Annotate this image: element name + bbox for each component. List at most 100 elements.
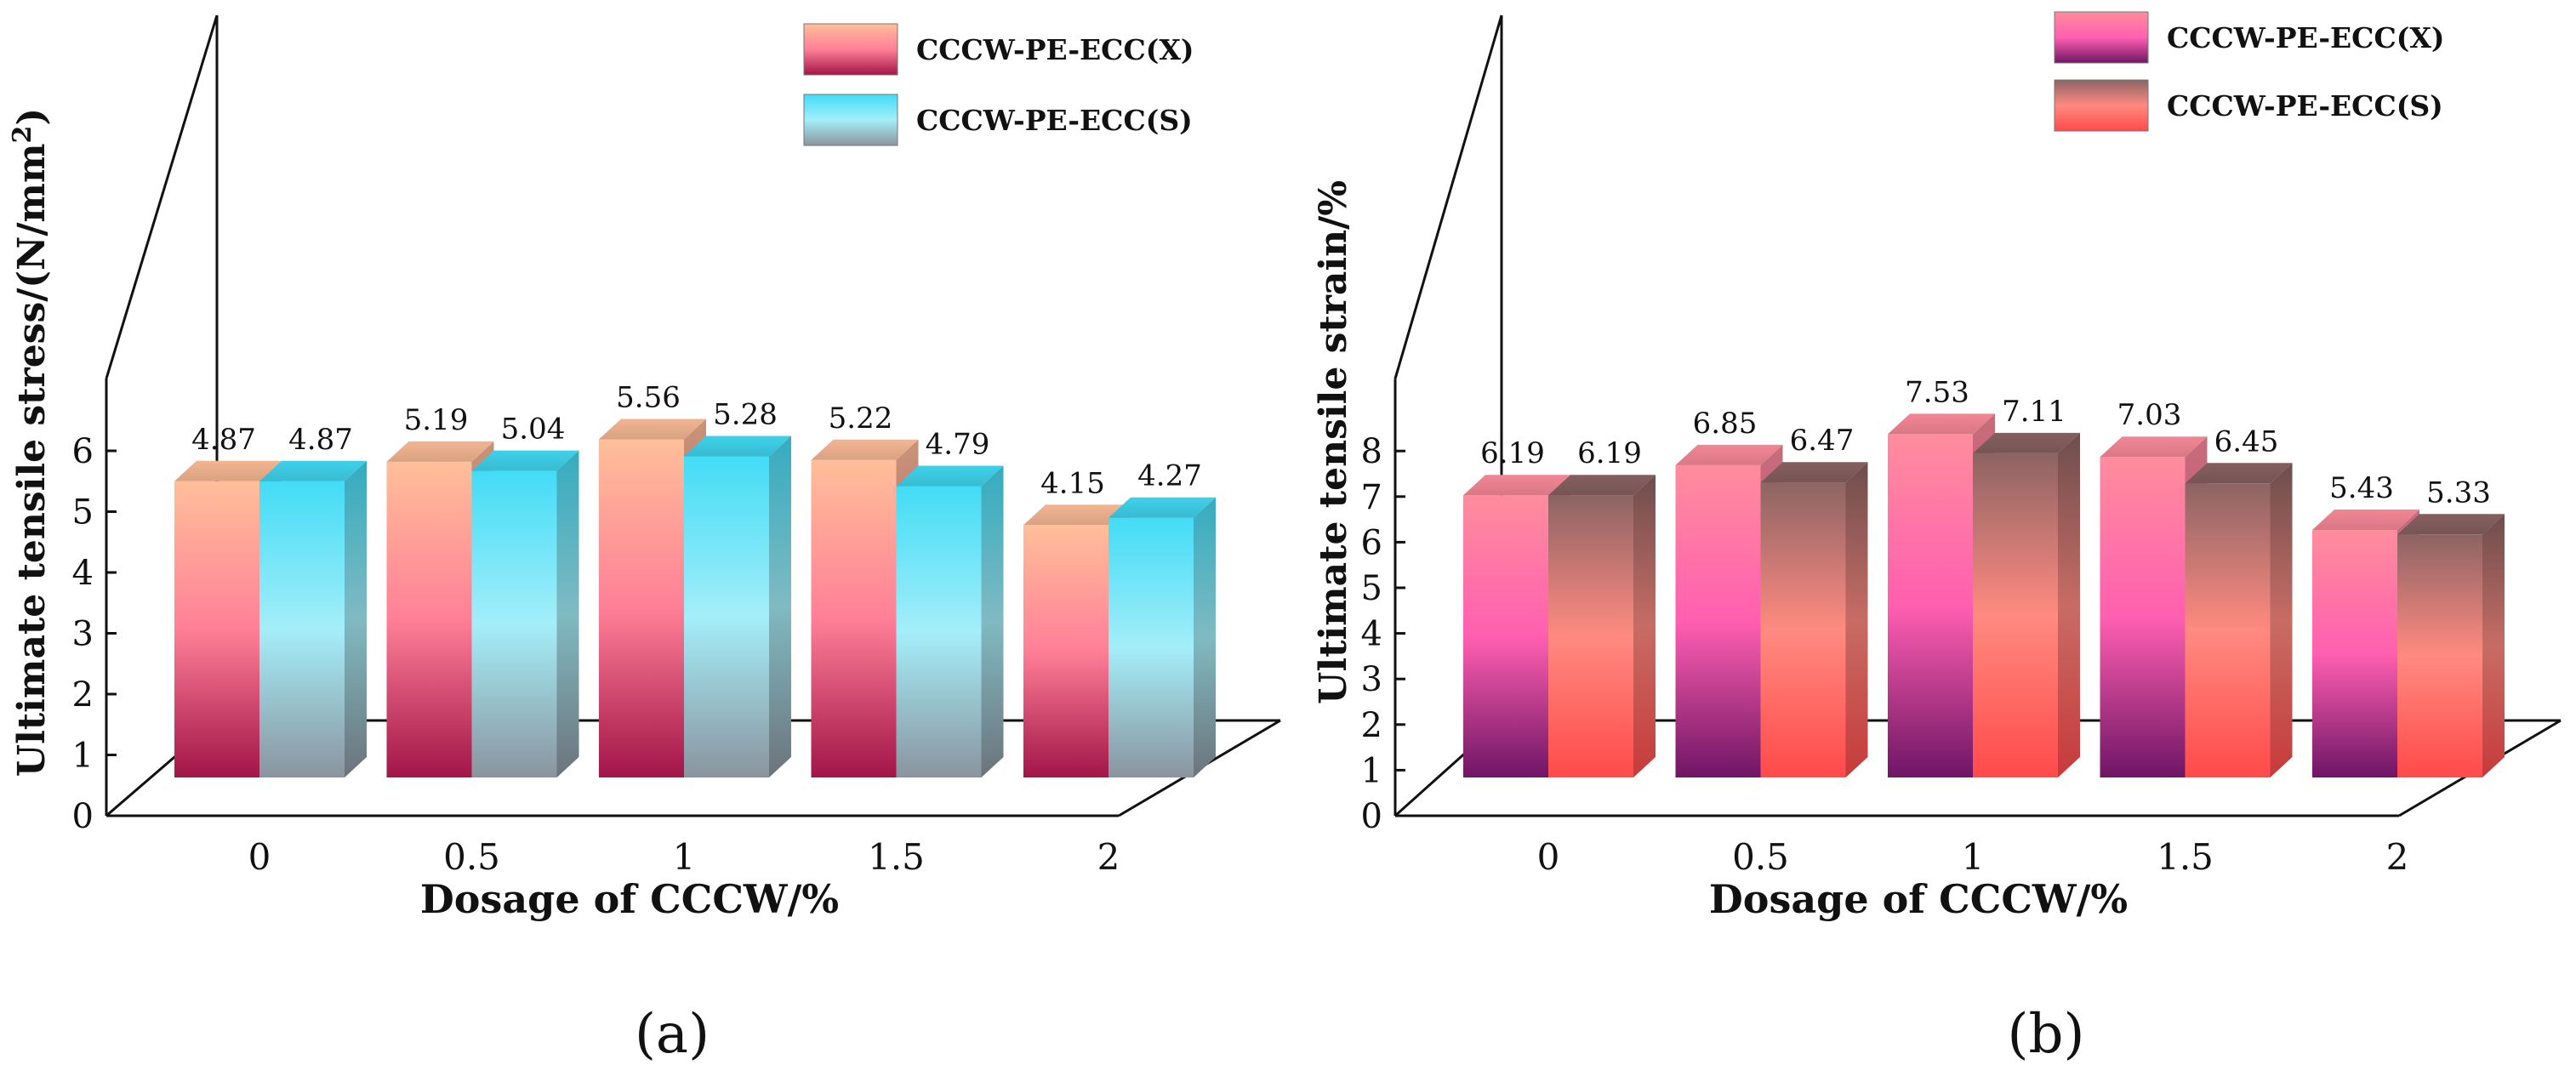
bar-top-face xyxy=(1548,475,1656,496)
bar-value-label: 5.22 xyxy=(829,401,893,436)
x-tick-label: 2 xyxy=(2386,836,2409,878)
y-axis-title-suffix: ) xyxy=(10,108,54,126)
legend-item-x: CCCW-PE-ECC(X) xyxy=(2054,11,2445,64)
bar-value-label: 7.53 xyxy=(1905,375,1969,409)
y-axis-title: Ultimate tensile strain/% xyxy=(1312,180,1355,704)
y-axis-title: Ultimate tensile stress/(N/mm2) xyxy=(8,108,54,777)
bar-0.5-s xyxy=(1760,462,1868,777)
bar-front-face xyxy=(471,470,557,777)
legend-label: CCCW-PE-ECC(X) xyxy=(2167,21,2445,54)
bar-front-face xyxy=(1023,525,1108,777)
bar-top-face xyxy=(1463,475,1570,496)
bar-top-face xyxy=(2185,463,2293,484)
y-tick-label: 0 xyxy=(1361,797,1382,836)
bar-0-s xyxy=(1548,475,1656,777)
bar-side-face xyxy=(1194,497,1216,777)
y-axis-title-text: Ultimate tensile stress/(N/mm xyxy=(10,143,54,777)
bar-1-s xyxy=(684,436,791,777)
legend-swatch xyxy=(2054,11,2149,64)
bar-front-face xyxy=(259,481,345,777)
bar-2-s xyxy=(1108,497,1216,777)
bar-top-face xyxy=(1108,497,1216,518)
bar-top-face xyxy=(684,436,791,457)
bar-top-face xyxy=(471,450,579,471)
legend: CCCW-PE-ECC(X) CCCW-PE-ECC(S) xyxy=(803,23,1194,146)
bar-front-face xyxy=(1973,453,2058,777)
y-tick-label: 5 xyxy=(72,493,94,532)
bar-top-face xyxy=(1760,462,1868,483)
bar-front-face xyxy=(2397,534,2482,777)
y-tick-label: 1 xyxy=(72,737,94,776)
top-depth-edge xyxy=(105,14,219,379)
legend-swatch xyxy=(803,23,898,76)
y-axis-title-superscript: 2 xyxy=(8,126,37,144)
y-axis: 0 1 2 3 4 5 6 7 8 xyxy=(1361,432,1405,836)
bar-side-face xyxy=(556,450,579,777)
y-tick-label: 6 xyxy=(72,432,94,471)
bar-value-label: 6.19 xyxy=(1577,436,1642,470)
bar-value-label: 6.85 xyxy=(1693,407,1758,441)
bar-1-s xyxy=(1973,432,2080,777)
legend-swatch xyxy=(2054,79,2149,132)
y-tick-label: 1 xyxy=(1361,751,1382,790)
bar-0.5-s xyxy=(471,450,579,777)
bar-front-face xyxy=(1108,517,1194,777)
bar-front-face xyxy=(684,456,769,777)
bar-front-face xyxy=(896,486,982,777)
x-axis-title: Dosage of CCCW/% xyxy=(420,876,839,922)
x-tick-label: 1.5 xyxy=(868,836,925,878)
bar-value-label: 4.79 xyxy=(926,428,990,462)
bar-side-face xyxy=(981,465,1004,777)
bar-front-face xyxy=(1548,495,1633,777)
legend-label: CCCW-PE-ECC(X) xyxy=(916,33,1194,66)
x-tick-label: 1 xyxy=(673,836,696,878)
top-depth-edge xyxy=(1393,14,1503,379)
y-axis: 0 1 2 3 4 5 6 xyxy=(72,432,117,836)
bar-top-face xyxy=(2312,509,2419,530)
x-tick-label: 2 xyxy=(1097,836,1120,878)
y-axis-title-text: Ultimate tensile strain/% xyxy=(1312,180,1355,704)
bar-top-face xyxy=(2397,514,2505,535)
bar-value-label: 7.03 xyxy=(2117,398,2182,432)
bar-front-face xyxy=(1888,434,1973,777)
bar-value-label: 7.11 xyxy=(2002,395,2066,429)
bar-top-face xyxy=(811,439,919,460)
bar-top-face xyxy=(1888,413,1995,435)
y-tick-label: 2 xyxy=(1361,706,1382,745)
bar-front-face xyxy=(1760,482,1846,777)
y-tick-label: 8 xyxy=(1361,432,1382,471)
bar-value-label: 4.87 xyxy=(288,423,353,457)
bar-value-label: 4.27 xyxy=(1137,459,1202,493)
y-tick-label: 5 xyxy=(1361,569,1382,608)
bar-front-face xyxy=(2185,483,2271,777)
bar-value-label: 4.15 xyxy=(1040,466,1105,500)
bar-front-face xyxy=(599,439,684,777)
bar-value-label: 6.47 xyxy=(1790,424,1855,458)
bar-value-label: 5.56 xyxy=(616,380,681,414)
panel-label: (a) xyxy=(635,1003,710,1066)
y-tick-label: 3 xyxy=(72,615,94,654)
bar-top-face xyxy=(896,465,1004,487)
bar-top-face xyxy=(1973,432,2080,453)
x-tick-label: 0.5 xyxy=(1732,836,1789,878)
y-tick-label: 3 xyxy=(1361,660,1382,699)
x-tick-label: 0 xyxy=(1537,836,1560,878)
bar-value-labels: 4.87 4.87 5.19 5.04 5.56 5.28 5.22 4.79 4.15 4.27 xyxy=(191,380,1202,500)
x-tick-label: 1.5 xyxy=(2157,836,2214,878)
y-tick-label: 2 xyxy=(72,675,94,715)
bar-value-label: 6.45 xyxy=(2214,424,2279,458)
bar-side-face xyxy=(2482,514,2505,777)
bar-front-face xyxy=(2100,457,2186,777)
legend: CCCW-PE-ECC(X) CCCW-PE-ECC(S) xyxy=(2054,11,2445,132)
legend-item-s: CCCW-PE-ECC(S) xyxy=(2054,79,2443,132)
bars xyxy=(1463,413,2505,777)
y-tick-label: 4 xyxy=(1361,615,1382,654)
bar-value-labels: 6.19 6.19 6.85 6.47 7.53 7.11 7.03 6.45 5.43 5.33 xyxy=(1480,375,2491,510)
bar-side-face xyxy=(345,460,367,777)
bar-front-face xyxy=(1463,495,1548,777)
bar-value-label: 4.87 xyxy=(191,423,256,457)
bar-side-face xyxy=(2270,463,2293,777)
bar-top-face xyxy=(386,441,494,462)
